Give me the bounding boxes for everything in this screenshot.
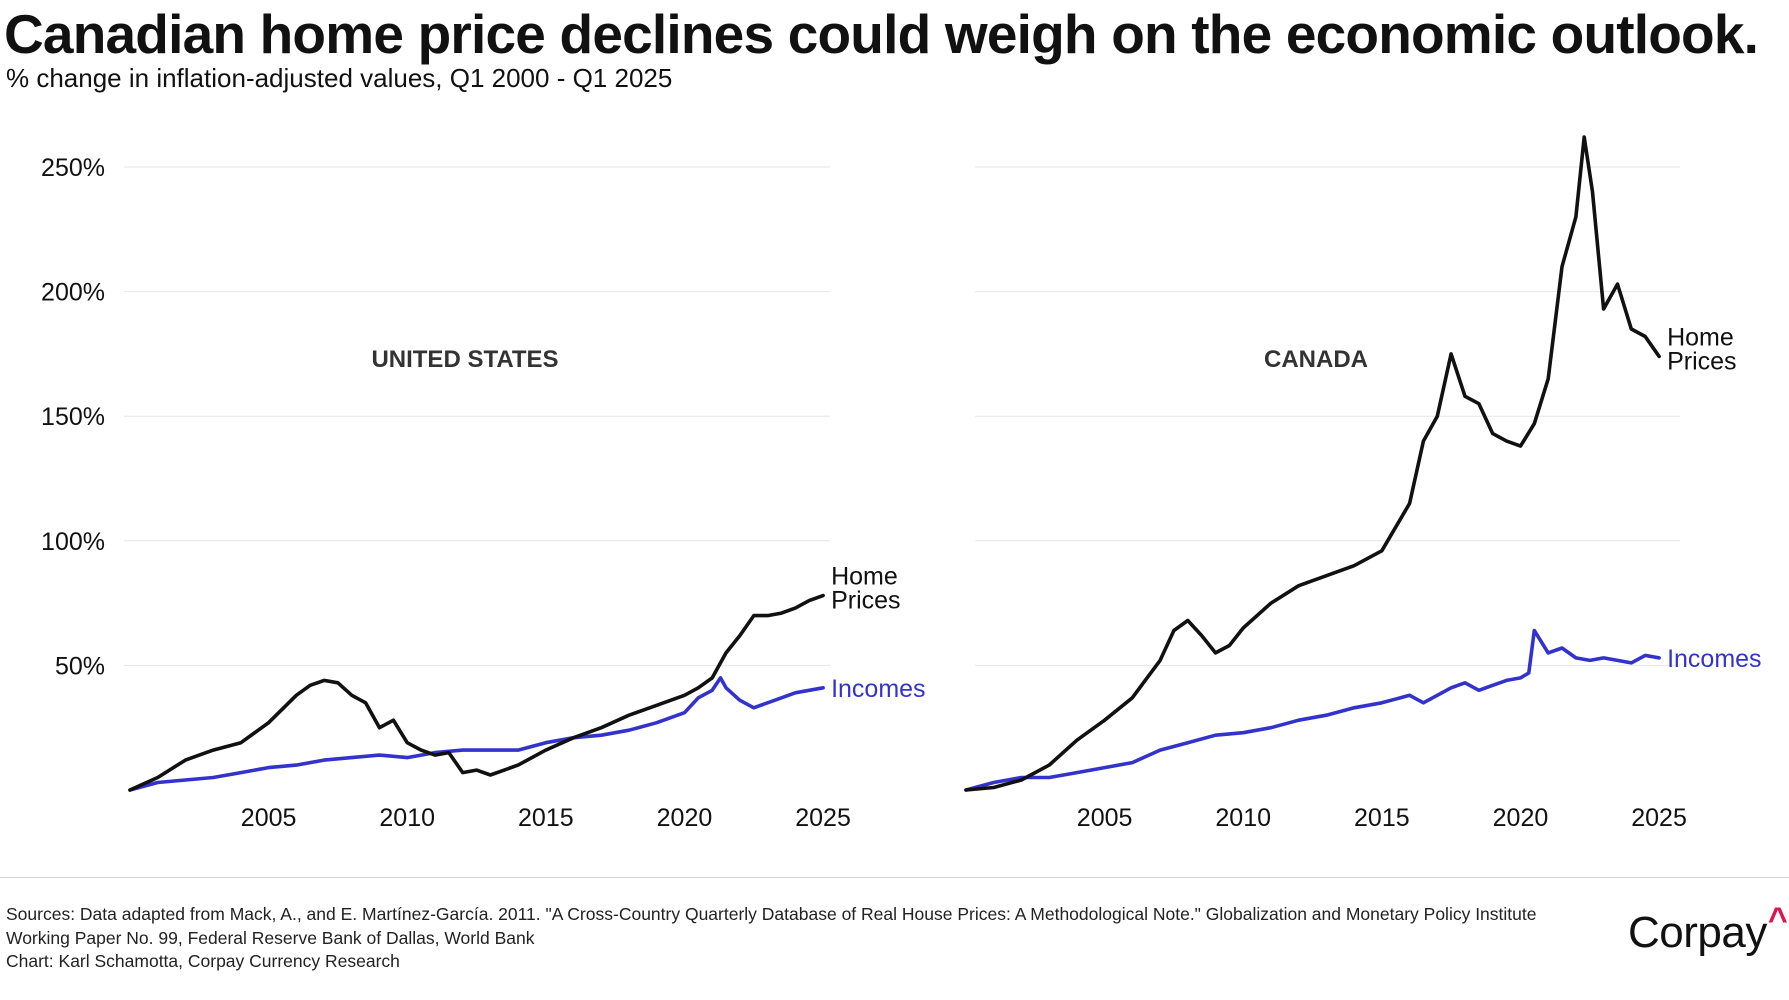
canada-x-tick-label: 2025 — [1631, 804, 1687, 832]
us-x-tick-label: 2010 — [379, 804, 435, 832]
y-tick-label: 100% — [41, 528, 105, 556]
canada-x-tick-label: 2010 — [1215, 804, 1271, 832]
chart-subtitle: % change in inflation-adjusted values, Q… — [6, 63, 673, 93]
us-incomes-label: Incomes — [831, 675, 925, 703]
us-x-tick-label: 2025 — [795, 804, 851, 832]
canada-x-tick-label: 2005 — [1077, 804, 1133, 832]
us-home-prices-label: Prices — [831, 587, 900, 615]
canada-x-tick-label: 2015 — [1354, 804, 1410, 832]
us-x-tick-label: 2015 — [518, 804, 574, 832]
canada-home-prices-line — [964, 135, 1661, 792]
canada-x-tick-label: 2020 — [1493, 804, 1549, 832]
us-panel: 50% 100% 150% 200% 250% 2005 2010 2015 2020 2025 U… — [41, 154, 926, 832]
canada-home-prices-label: Home — [1667, 323, 1734, 351]
brand-name: Corpay — [1628, 908, 1767, 957]
canada-incomes-line — [964, 628, 1661, 792]
y-tick-label: 150% — [41, 403, 105, 431]
us-home-prices-label: Home — [831, 563, 898, 591]
us-x-tick-label: 2020 — [657, 804, 713, 832]
corpay-logo: Corpay^ — [1628, 901, 1788, 958]
chart-title: Canadian home price declines could weigh… — [4, 3, 1759, 65]
canada-panel-label: CANADA — [1264, 346, 1368, 373]
sources-line-2: Working Paper No. 99, Federal Reserve Ba… — [6, 927, 535, 948]
canada-incomes-label: Incomes — [1667, 645, 1761, 673]
sources-line-3: Chart: Karl Schamotta, Corpay Currency R… — [6, 951, 400, 971]
y-tick-label: 250% — [41, 154, 105, 182]
sources-line-1: Sources: Data adapted from Mack, A., and… — [6, 904, 1537, 924]
us-home-prices-line — [128, 593, 825, 792]
sources-note: Sources: Data adapted from Mack, A., and… — [6, 903, 1536, 974]
canada-home-prices-label: Prices — [1667, 347, 1736, 375]
us-panel-label: UNITED STATES — [371, 346, 558, 373]
us-x-tick-label: 2005 — [241, 804, 297, 832]
footer-divider — [0, 877, 1789, 878]
brand-caret-icon: ^ — [1767, 901, 1788, 939]
y-tick-label: 200% — [41, 279, 105, 307]
y-tick-label: 50% — [55, 652, 105, 680]
us-incomes-line — [128, 676, 825, 792]
